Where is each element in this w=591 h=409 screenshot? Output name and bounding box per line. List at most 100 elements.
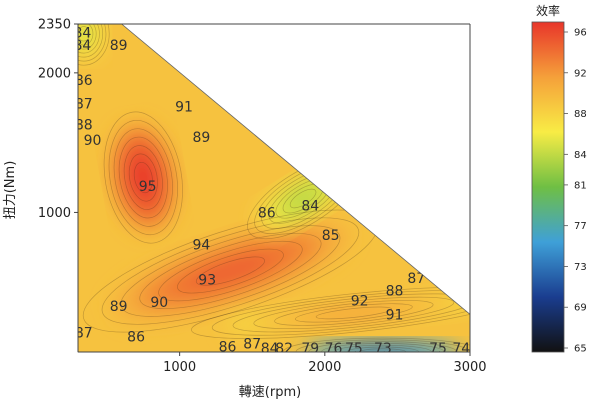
contour-label: 84 [73, 38, 91, 54]
contour-line [108, 119, 178, 236]
colorbar-tick-label: 65 [574, 344, 587, 355]
contour-line [78, 24, 97, 50]
contour-line [253, 296, 455, 330]
y-tick-label: 1000 [38, 206, 71, 221]
contour-label: 86 [219, 339, 237, 355]
contour-line [139, 233, 322, 310]
contour-label: 87 [75, 97, 93, 113]
region-low-torque-band [223, 292, 470, 334]
contour-line [177, 248, 284, 294]
colorbar: 效率 96 92 88 84 81 77 73 69 65 [531, 3, 587, 355]
contour-line [211, 290, 470, 336]
contour-label: 85 [322, 228, 340, 244]
contour-line [128, 153, 158, 202]
contour-label: 90 [84, 133, 102, 149]
region-level [350, 347, 415, 352]
contour-label: 89 [110, 299, 128, 315]
plot-axes: 1000 2000 3000 1000 2000 2350 轉速(rpm) 扭力(Nm) [3, 18, 487, 401]
contour-label: 90 [150, 295, 168, 311]
contour-line [78, 24, 100, 54]
colorbar-tick-label: 96 [574, 28, 587, 39]
contour-set-top-left-low [78, 24, 110, 66]
contour-label: 94 [192, 238, 210, 254]
x-axis-title: 轉速(rpm) [239, 385, 301, 400]
y-tick-label: 2000 [38, 66, 71, 81]
contour-line [195, 256, 265, 286]
colorbar-tick-label: 77 [574, 221, 587, 232]
colorbar-tick-label: 73 [574, 262, 587, 273]
region-diagonal-high-zone [112, 222, 349, 320]
contour-label: 88 [386, 284, 404, 300]
contour-label: 84 [261, 341, 279, 357]
contour-label: 92 [351, 293, 369, 309]
contour-label: 87 [75, 325, 93, 341]
contour-label: 86 [258, 205, 276, 221]
contour-label: 95 [139, 179, 157, 195]
x-tick-label: 3000 [453, 360, 486, 375]
region-level [285, 185, 321, 212]
colorbar-tick-label: 84 [574, 150, 587, 161]
region-level [309, 305, 399, 320]
contour-label: 74 [452, 341, 470, 357]
contour-line [78, 26, 91, 42]
contour-label: 93 [198, 272, 216, 288]
contour-label: 73 [374, 341, 392, 357]
contour-line [158, 240, 303, 302]
contour-label: 86 [75, 73, 93, 89]
colorbar-tick-label: 81 [574, 180, 587, 191]
contour-label: 89 [110, 38, 128, 54]
colorbar-ticks: 96 92 88 84 81 77 73 69 65 [564, 28, 587, 355]
contour-line [315, 306, 392, 320]
region-level [132, 159, 155, 196]
region-level [78, 24, 92, 44]
contour-label: 91 [386, 307, 404, 323]
contour-line [295, 303, 413, 323]
contour-line [120, 225, 341, 317]
y-axis-title: 扭力(Nm) [3, 161, 18, 220]
contour-line [191, 286, 470, 339]
contour-line [289, 188, 317, 209]
region-level [190, 254, 271, 288]
contour-line [232, 293, 470, 333]
contour-set-low-speed-sweet-spot [103, 111, 183, 244]
y-tick-label: 2350 [38, 18, 71, 33]
contour-line [78, 24, 94, 46]
colorbar-tick-label: 69 [574, 303, 587, 314]
y-axis-ticks: 1000 2000 2350 [38, 18, 78, 221]
colorbar-scale [531, 21, 565, 353]
contour-label: 86 [127, 330, 145, 346]
contour-label: 87 [407, 271, 425, 287]
colorbar-tick-label: 88 [574, 109, 587, 120]
contour-label: 88 [75, 117, 93, 133]
colorbar-tick-label: 92 [574, 68, 587, 79]
contour-line [101, 217, 360, 325]
contour-line [274, 300, 434, 326]
colorbar-title: 效率 [536, 3, 560, 18]
contour-label: 82 [275, 341, 293, 357]
region-low-speed-sweet-spot [111, 125, 175, 231]
contour-label: 75 [345, 341, 363, 357]
contour-label: 84 [301, 198, 319, 214]
x-axis-ticks: 1000 2000 3000 [163, 352, 487, 375]
contour-set-low-torque-band [191, 286, 470, 339]
contour-line [113, 128, 173, 227]
contour-line [321, 343, 445, 352]
x-tick-label: 1000 [163, 360, 196, 375]
contour-line [123, 145, 163, 210]
contour-line [103, 111, 183, 244]
contour-label: 76 [325, 341, 343, 357]
contour-label: 75 [429, 341, 447, 357]
contour-line [118, 136, 168, 219]
contour-line [133, 161, 153, 194]
contour-label: 87 [243, 337, 261, 353]
contour-label: 79 [301, 341, 319, 357]
contour-label: 84 [73, 25, 91, 41]
region-top-left-low [78, 24, 105, 59]
contour-line [78, 24, 110, 66]
contour-line [78, 24, 104, 58]
x-tick-label: 2000 [308, 360, 341, 375]
contour-line [78, 24, 107, 62]
